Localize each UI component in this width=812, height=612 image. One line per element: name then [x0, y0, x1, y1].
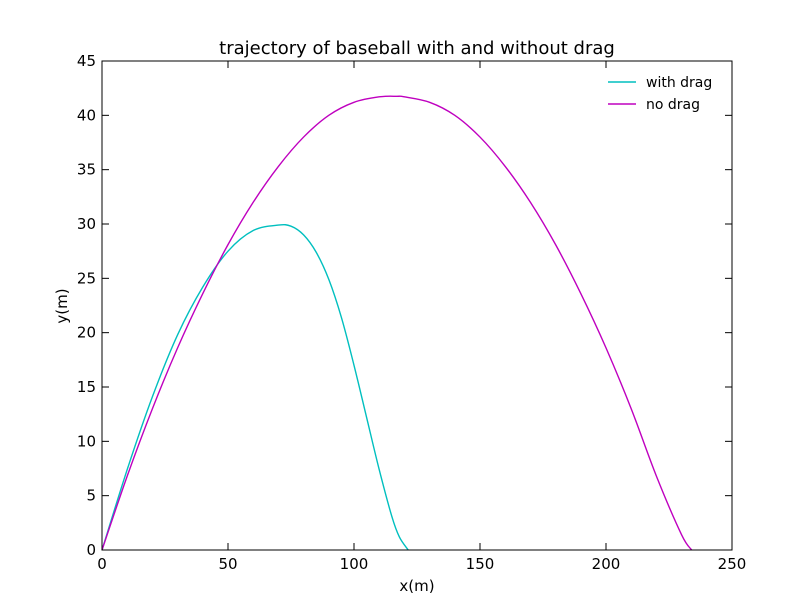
y-axis-label: y(m)	[53, 288, 71, 323]
y-tick-label: 45	[77, 52, 96, 70]
y-tick-label: 30	[77, 215, 96, 233]
y-tick-label: 5	[86, 487, 96, 505]
series-layer	[101, 95, 693, 551]
y-tick-label: 15	[77, 378, 96, 396]
x-tick-label: 0	[97, 555, 107, 573]
chart-title: trajectory of baseball with and without …	[219, 38, 615, 59]
y-tick-label: 25	[77, 269, 96, 287]
legend-label-no-drag: no drag	[646, 97, 700, 113]
y-tick-label: 40	[77, 106, 96, 124]
legend: with drag no drag	[608, 75, 712, 113]
x-tick-label: 100	[340, 555, 369, 573]
y-tick-label: 10	[77, 432, 96, 450]
x-tick-label: 200	[592, 555, 621, 573]
plot-frame	[101, 60, 733, 551]
ticks-layer: 0 50 100 150 200 250 0 5 10 15 20 25 30 35 40 45	[77, 52, 746, 573]
y-tick-label: 20	[77, 324, 96, 342]
series-line-with-drag	[101, 223, 409, 551]
series-line-no-drag	[101, 95, 693, 551]
y-tick-label: 35	[77, 161, 96, 179]
x-tick-label: 50	[218, 555, 237, 573]
legend-label-with-drag: with drag	[646, 75, 712, 91]
x-tick-label: 150	[466, 555, 495, 573]
x-tick-label: 250	[718, 555, 747, 573]
x-axis-label: x(m)	[399, 577, 434, 595]
y-tick-label: 0	[86, 541, 96, 559]
